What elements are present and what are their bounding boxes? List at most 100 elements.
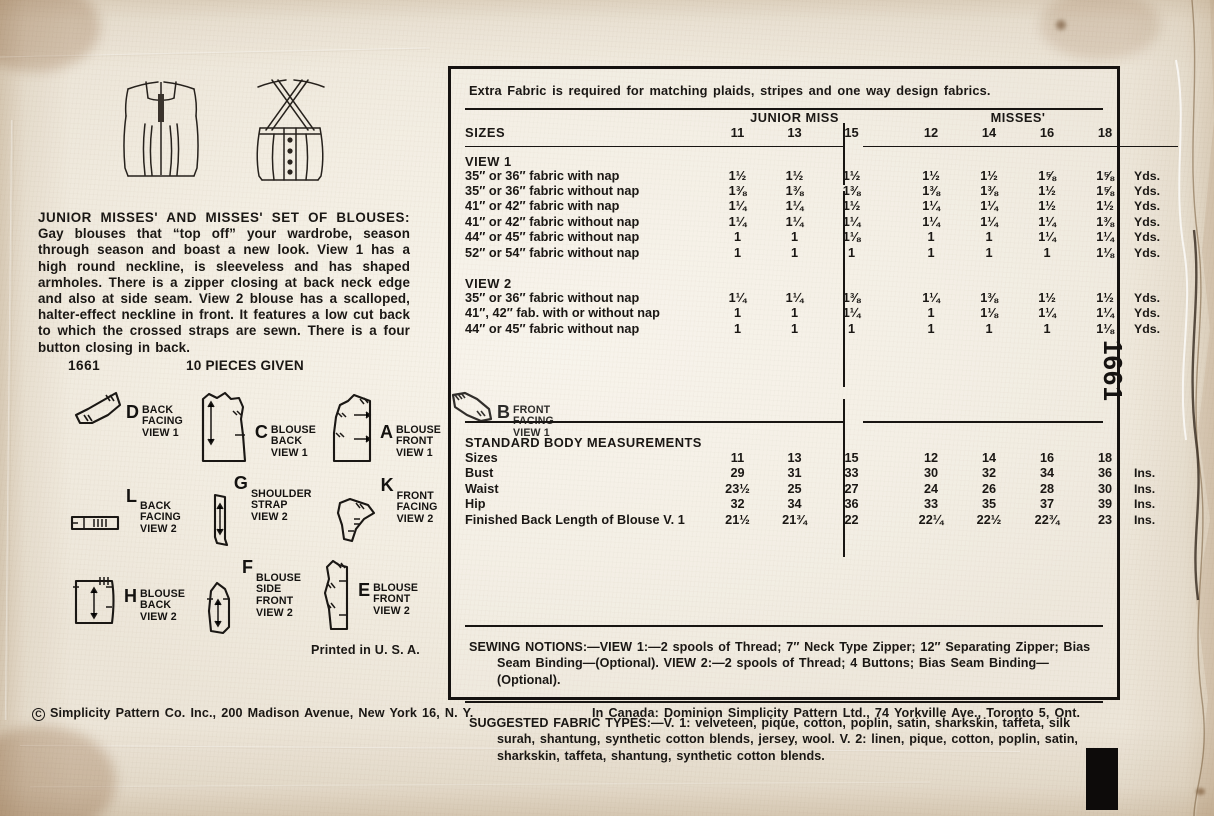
group-divider-views [843, 191, 845, 387]
rule-row-under-sizes [465, 140, 1179, 154]
view1-row-4-m12: 1 [927, 230, 935, 245]
body-row-2-m14: 26 [981, 481, 997, 496]
body-row-4-j13: 21¾ [782, 512, 807, 527]
body-row-3-m16: 37 [1039, 497, 1055, 512]
view2-row-2-unit: Yds. [1134, 321, 1161, 336]
view2-row-0-m12: 1¼ [922, 291, 940, 306]
view1-row-3-label: 41″ or 42″ fabric without nap [465, 214, 640, 229]
view1-label: VIEW 1 [465, 153, 512, 169]
piece-lines-E: BLOUSE FRONT VIEW 2 [373, 581, 419, 618]
piece-label-F: F BLOUSE SIDE FRONT VIEW 2 [242, 558, 301, 619]
printed-in-usa: Printed in U. S. A. [311, 642, 420, 657]
body-row-3-label: Hip [465, 497, 486, 512]
view2-row-0-label: 35″ or 36″ fabric without nap [465, 291, 640, 306]
view1-row-1-unit: Yds. [1134, 184, 1161, 198]
piece-shape-C [195, 389, 253, 467]
view1-row-5-m18: 1⅛ [1096, 245, 1114, 260]
body-row-2-j13: 25 [787, 481, 802, 496]
view2-row-0-j15: 1⅜ [842, 291, 861, 306]
group-heading-row: JUNIOR MISS MISSES' [465, 110, 1178, 125]
view1-row-3-unit: Yds. [1134, 214, 1161, 229]
body-row-0-j13: 13 [787, 451, 802, 465]
view2-row-1-m14: 1⅛ [980, 306, 998, 321]
pattern-number: 1661 [68, 357, 101, 373]
body-row-4-m14: 22½ [976, 512, 1002, 527]
piece-letter-B: B [497, 401, 511, 422]
pattern-piece-L: L BACK FACING VIEW 2 [68, 487, 181, 569]
view2-row-1: 41″, 42″ fab. with or without nap 1 1 1¼… [465, 306, 1178, 321]
view1-row-4-j11: 1 [733, 230, 742, 245]
body-row-2: Waist 23½ 25 27 24 26 28 30 Ins. [465, 482, 1178, 497]
view1-row-0-m14: 1½ [980, 168, 998, 183]
rule-above-notions [465, 625, 1103, 627]
paper-stain-topleft [0, 0, 100, 72]
paper-stain-mid [1056, 20, 1066, 30]
view1-row-1: 35″ or 36″ fabric without nap 1⅜ 1⅜ 1⅜ 1… [465, 184, 1178, 199]
view2-row-1-label: 41″, 42″ fab. with or without nap [465, 306, 660, 321]
view1-row-1-m16: 1½ [1038, 184, 1056, 198]
body-row-1-j15: 33 [844, 466, 859, 481]
view1-row-4-m18: 1¼ [1096, 230, 1114, 245]
body-row-0-unit [1134, 451, 1178, 466]
piece-label-L: L BACK FACING VIEW 2 [126, 487, 181, 536]
view2-label: VIEW 2 [465, 276, 512, 292]
description-heading: JUNIOR MISSES' AND MISSES' SET OF BLOUSE… [38, 210, 410, 225]
piece-letter-A: A [379, 421, 393, 442]
view1-row-4-m16: 1¼ [1038, 230, 1056, 245]
pattern-piece-C: C BLOUSE BACK VIEW 1 [195, 389, 316, 489]
paper-stain-topright [1040, 0, 1160, 60]
piece-lines-L: BACK FACING VIEW 2 [140, 499, 181, 536]
suggested-fabric-types-text: SUGGESTED FABRIC TYPES:—V. 1: velveteen,… [469, 716, 1078, 763]
paper-crease-bottom-2 [30, 781, 930, 789]
sewing-notions: SEWING NOTIONS:—VIEW 1:—2 spools of Thre… [469, 639, 1101, 688]
rule-junior-sizes [465, 145, 843, 148]
view1-row-3-m18: 1⅜ [1096, 214, 1114, 229]
piece-letter-H: H [124, 585, 137, 606]
body-row-4-label: Finished Back Length of Blouse V. 1 [465, 512, 685, 527]
piece-lines-C: BLOUSE BACK VIEW 1 [270, 423, 316, 460]
view1-row-2-m12: 1¼ [922, 199, 940, 214]
group-divider-header [843, 123, 845, 185]
size-misses-18: 18 [1097, 124, 1113, 140]
pattern-piece-K: K FRONT FACING VIEW 2 [334, 476, 438, 569]
view1-row-1-m14: 1⅜ [980, 184, 998, 198]
view2-row-0-m16: 1½ [1038, 291, 1056, 306]
view1-row-0-j11: 1½ [728, 168, 747, 183]
view1-row-2-label: 41″ or 42″ fabric with nap [465, 199, 620, 214]
view2-row-2-j11: 1 [733, 321, 742, 336]
view1-row-4-label: 44″ or 45″ fabric without nap [465, 230, 640, 245]
piece-label-A: A BLOUSE FRONT VIEW 1 [380, 423, 441, 460]
body-row-3-unit: Ins. [1134, 497, 1156, 512]
view2-row-2-m18: 1⅛ [1096, 321, 1114, 336]
body-row-1-m16: 34 [1039, 466, 1055, 481]
view2-row-0: 35″ or 36″ fabric without nap 1¼ 1¼ 1⅜ 1… [465, 291, 1178, 306]
body-row-3-m14: 35 [981, 497, 997, 512]
view1-heading-row: VIEW 1 [465, 154, 1178, 169]
footer-canada-text: In Canada: Dominion Simplicity Pattern L… [592, 706, 1081, 720]
view1-row-2-m16: 1½ [1038, 199, 1056, 214]
fabric-requirements-table: JUNIOR MISS MISSES' SIZES 11 13 15 12 14… [465, 110, 1179, 338]
piece-lines-H: BLOUSE BACK VIEW 2 [140, 587, 186, 624]
view2-row-1-m16: 1¼ [1038, 306, 1056, 321]
back-zipper-view-1 [158, 82, 164, 175]
view2-row-1-j13: 1 [790, 306, 799, 321]
body-row-0: Sizes 11 13 15 12 14 16 18 [465, 451, 1178, 466]
body-row-1-unit: Ins. [1134, 466, 1156, 481]
view1-row-4-m14: 1 [985, 230, 993, 245]
rule-under-extra-fabric [465, 108, 1103, 110]
rule-above-fabrics [465, 701, 1103, 703]
view2-row-0-unit: Yds. [1134, 291, 1161, 306]
piece-shape-D [72, 389, 124, 429]
paper-stain-dot [1196, 788, 1205, 795]
piece-letter-C: C [254, 421, 268, 442]
view1-row-3-j11: 1¼ [728, 214, 747, 229]
view1-row-5-label: 52″ or 54″ fabric without nap [465, 245, 640, 260]
body-row-1-j13: 31 [787, 466, 802, 481]
sewing-notions-text: SEWING NOTIONS:—VIEW 1:—2 spools of Thre… [469, 640, 1091, 687]
body-measurements-title: STANDARD BODY MEASUREMENTS [465, 435, 702, 450]
piece-letter-F: F [242, 556, 254, 577]
body-row-3-j13: 34 [787, 497, 802, 512]
view1-row-4-j15: 1⅛ [842, 230, 861, 245]
view2-row-0-m18: 1½ [1096, 291, 1114, 306]
pattern-piece-D: D BACK FACING VIEW 1 [72, 389, 183, 489]
